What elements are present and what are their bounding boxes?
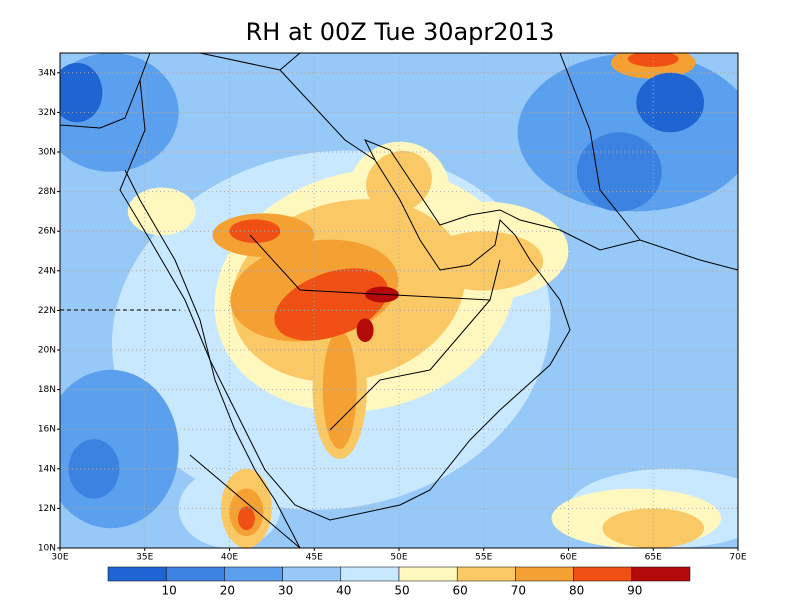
rh-contour xyxy=(237,506,255,531)
y-tick-label: 14N xyxy=(38,464,56,474)
rh-contour xyxy=(636,72,705,133)
y-tick-label: 22N xyxy=(38,306,56,316)
colorbar-box xyxy=(573,566,633,582)
x-tick-label: 65E xyxy=(645,553,662,563)
x-tick-label: 50E xyxy=(390,553,407,563)
colorbar-box xyxy=(515,566,574,582)
colorbar-box xyxy=(398,566,458,582)
rh-contour xyxy=(576,132,662,212)
x-tick-label: 40E xyxy=(221,553,238,563)
colorbar-label: 80 xyxy=(569,584,584,598)
rh-contour xyxy=(127,187,196,236)
y-tick-label: 26N xyxy=(38,227,56,237)
colorbar-label: 40 xyxy=(336,584,351,598)
y-tick-label: 20N xyxy=(38,346,56,356)
colorbar-label: 60 xyxy=(453,584,468,598)
colorbar-label: 30 xyxy=(278,584,293,598)
rh-contour xyxy=(322,330,357,449)
rh-contour xyxy=(60,62,103,123)
rh-contour xyxy=(356,318,374,343)
colorbar-label: 10 xyxy=(162,584,177,598)
colorbar-box xyxy=(165,566,225,582)
rh-contour xyxy=(627,53,679,67)
y-tick-label: 18N xyxy=(38,385,56,395)
x-tick-label: 60E xyxy=(560,553,577,563)
y-tick-label: 24N xyxy=(38,266,56,276)
coast xyxy=(60,53,738,521)
x-tick-label: 45E xyxy=(306,553,323,563)
x-tick-label: 55E xyxy=(475,553,492,563)
coastlines xyxy=(60,53,738,548)
colorbar-box xyxy=(107,566,167,582)
colorbar-label: 20 xyxy=(220,584,235,598)
y-tick-label: 30N xyxy=(38,148,56,158)
y-tick-label: 34N xyxy=(38,68,56,78)
rh-contour xyxy=(424,231,544,291)
x-tick-label: 70E xyxy=(729,553,746,563)
rh-contour xyxy=(602,508,705,548)
colorbar-box xyxy=(340,566,400,582)
coast xyxy=(124,169,301,548)
colorbar-box xyxy=(224,566,283,582)
rh-contour xyxy=(229,219,281,244)
y-tick-label: 10N xyxy=(38,544,56,554)
axes: 30E 35E 40E 45E 50E 55E 60E 65E 70E 10N 12N 14N 16N 1… xyxy=(38,68,747,562)
y-tick-label: 28N xyxy=(38,187,56,197)
map-title: RH at 00Z Tue 30apr2013 xyxy=(246,18,555,46)
colorbar-box xyxy=(282,566,342,582)
x-tick-label: 35E xyxy=(136,553,153,563)
x-tick-label: 30E xyxy=(51,553,68,563)
colorbar-label: 50 xyxy=(394,584,409,598)
colorbar-label: 90 xyxy=(627,584,642,598)
y-tick-label: 16N xyxy=(38,425,56,435)
y-tick-label: 32N xyxy=(38,108,56,118)
y-tick-label: 12N xyxy=(38,504,56,514)
colorbar-label: 70 xyxy=(511,584,526,598)
colorbar-box xyxy=(456,566,516,582)
rh-field xyxy=(60,53,738,548)
colorbar-box xyxy=(631,566,691,582)
rh-contour xyxy=(68,439,120,499)
colorbar: 10 20 30 40 50 60 70 80 90 xyxy=(107,566,691,598)
border xyxy=(189,53,641,548)
